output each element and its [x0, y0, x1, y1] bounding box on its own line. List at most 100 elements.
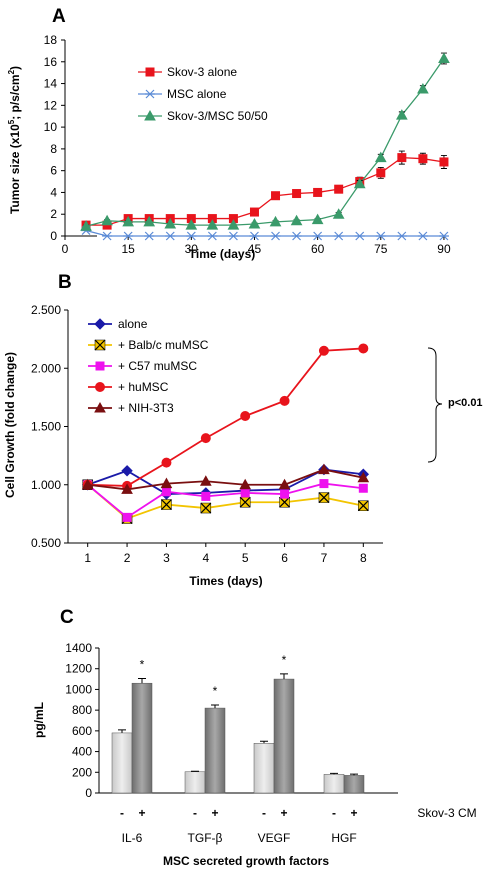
- panel-a-x-tick-label: 45: [248, 242, 262, 256]
- panel-a-point: [228, 231, 239, 241]
- bar-TGF-β--: [184, 771, 206, 794]
- panel-a-point: [376, 168, 386, 178]
- panel-c-bars: * * *: [111, 653, 365, 794]
- panel-b-x-ticks: 1 2 3 4 5 6 7 8: [84, 543, 367, 565]
- panel-b-point: [240, 411, 251, 422]
- panel-b-point: [278, 478, 291, 490]
- panel-a-point: [311, 213, 324, 225]
- panel-a-point: [269, 215, 282, 227]
- panel-a-y-tick-label: 12: [44, 98, 58, 112]
- panel-a-point: [248, 217, 261, 229]
- panel-b-y-tick-label: 0.500: [31, 536, 61, 550]
- panel-b-y-tick-label: 2.500: [31, 303, 61, 317]
- panel-c-y-tick-label: 1400: [65, 641, 92, 655]
- significance-bracket: [427, 347, 443, 463]
- panel-a-legend-label: MSC alone: [167, 87, 227, 101]
- error-bar: [138, 678, 146, 684]
- panel-b-legend: alone + Balb/c muMSC + C57 muMSC + huMSC + N…: [88, 317, 209, 415]
- panel-a-point: [333, 231, 344, 241]
- panel-b-legend-label: + C57 muMSC: [118, 359, 197, 373]
- panel-a-point: [227, 219, 240, 230]
- panel-a-x-tick-label: 30: [185, 242, 199, 256]
- panel-a-x-tick-label: 15: [121, 242, 135, 256]
- panel-b-x-tick-label: 2: [124, 551, 131, 565]
- panel-b-x-axis-title: Times (days): [189, 574, 262, 588]
- panel-a-series: [80, 52, 450, 241]
- panel-b-x-tick-label: 6: [281, 551, 288, 565]
- panel-b-series: [81, 343, 370, 524]
- panel-a-point: [270, 231, 281, 241]
- panel-c-category-labels: IL-6 TGF-β VEGF HGF: [122, 831, 357, 845]
- panel-a-ylabel-part-1: Tumor size (x10: [8, 124, 22, 214]
- panel-b-series-line: [87, 468, 364, 491]
- panel-b-legend-label: alone: [118, 317, 148, 331]
- panel-b-point-cross: [357, 500, 369, 512]
- panel-a-point: [101, 214, 113, 226]
- bar-VEGF--: [253, 743, 275, 794]
- panel-a-ylabel-sup-2: 2: [7, 69, 16, 74]
- category-label: IL-6: [122, 831, 143, 845]
- panel-b-series-line: [87, 484, 364, 520]
- bar-IL-6-+: [131, 682, 153, 794]
- panel-b-y-tick-label: 1.000: [31, 478, 61, 492]
- panel-a-point: [332, 208, 345, 219]
- condition-title: Skov-3 CM: [417, 806, 476, 820]
- panel-label-a: A: [52, 6, 66, 27]
- condition-label: -: [120, 806, 124, 820]
- panel-a-point: [395, 109, 408, 120]
- panel-b-point: [279, 395, 290, 406]
- bar-IL-6--: [111, 732, 133, 794]
- bar-HGF--: [323, 774, 345, 794]
- panel-a-series-2: [81, 226, 449, 241]
- panel-a-x-tick-label: 60: [311, 242, 325, 256]
- panel-b-point-cross: [161, 499, 172, 510]
- panel-a-y-tick-label: 18: [44, 33, 58, 47]
- condition-label: +: [211, 806, 218, 820]
- panel-a-point: [313, 187, 323, 197]
- category-label: HGF: [331, 831, 356, 845]
- panel-a-point: [417, 231, 428, 241]
- panel-a-point: [80, 220, 92, 231]
- panel-a-point: [144, 231, 155, 241]
- panel-a-point: [353, 177, 366, 189]
- panel-b-point: [239, 478, 252, 490]
- error-bar: [280, 673, 288, 680]
- panel-a-point: [417, 82, 429, 94]
- panel-label-c: C: [60, 607, 74, 628]
- p-value-annotation: p<0.01: [448, 397, 483, 409]
- panel-b-point: [318, 463, 330, 475]
- panel-a-y-tick-label: 2: [50, 207, 57, 221]
- panel-c-y-tick-label: 1000: [65, 682, 92, 696]
- significance-star: *: [140, 658, 145, 672]
- panel-a-x-tick-label: 0: [62, 242, 69, 256]
- condition-label: +: [350, 806, 357, 820]
- panel-a-y-axis-title: Tumor size (x105; p/s/cm2): [7, 66, 22, 214]
- panel-c-y-tick-label: 1200: [65, 662, 92, 676]
- panel-b-legend-marker: [95, 361, 105, 371]
- panel-b-point: [160, 477, 173, 489]
- panel-b-point: [122, 512, 132, 522]
- panel-a-ylabel-sup-1: 5: [7, 119, 16, 124]
- panel-b-point: [280, 489, 290, 499]
- panel-b-point-cross: [239, 496, 251, 508]
- panel-a-point: [397, 153, 407, 163]
- panel-a-point: [249, 231, 260, 241]
- panel-a-x-tick-label: 90: [437, 242, 451, 256]
- panel-c-y-tick-label: 800: [72, 703, 92, 717]
- panel-b-y-tick-label: 1.500: [31, 420, 61, 434]
- panel-b-series-line: [87, 347, 364, 487]
- panel-a-point: [123, 231, 134, 241]
- error-bar: [211, 704, 219, 709]
- panel-b-point: [121, 465, 133, 477]
- panel-a-point: [291, 231, 302, 241]
- panel-a-y-tick-label: 0: [50, 229, 57, 243]
- panel-a-point: [164, 217, 177, 229]
- panel-a-series-line: [85, 229, 444, 237]
- panel-a-point: [374, 151, 387, 163]
- panel-b-point: [358, 343, 369, 354]
- panel-a-point: [292, 189, 302, 199]
- panel-a-point: [165, 231, 176, 241]
- panel-b-x-tick-label: 1: [84, 551, 91, 565]
- error-bar: [330, 772, 338, 775]
- panel-c-y-tick-label: 0: [85, 786, 92, 800]
